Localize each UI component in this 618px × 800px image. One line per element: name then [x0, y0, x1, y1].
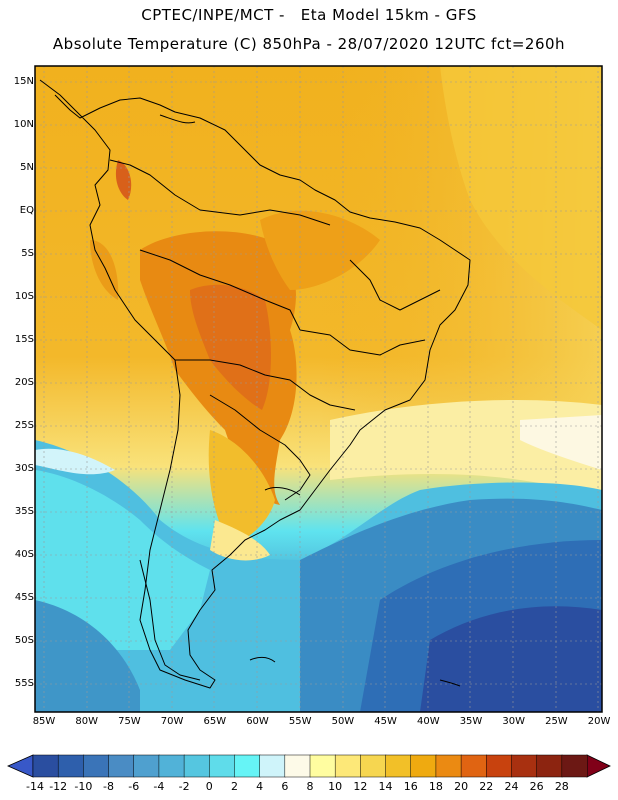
colorbar-label: 14 [378, 780, 393, 793]
lon-label: 55W [288, 716, 312, 727]
lat-label: 10N [13, 119, 34, 130]
colorbar-label: 6 [281, 780, 289, 793]
colorbar-swatch [209, 754, 236, 778]
lon-label: 30W [502, 716, 525, 727]
lon-label: 50W [331, 716, 355, 727]
colorbar-label: 22 [479, 780, 494, 793]
colorbar-swatch [57, 754, 85, 778]
chart-subtitle: Absolute Temperature (C) 850hPa - 28/07/… [52, 35, 566, 53]
lon-label: 35W [459, 716, 483, 727]
lat-label: EQ [19, 205, 34, 216]
colorbar-swatch [183, 754, 211, 778]
lat-label: 35S [14, 506, 34, 517]
colorbar-swatch [133, 754, 160, 778]
colorbar-label: 24 [504, 780, 519, 793]
colorbar-min-arrow [7, 754, 34, 778]
colorbar-label: 12 [353, 780, 368, 793]
coastlines [39, 79, 471, 689]
lon-label: 85W [32, 716, 56, 727]
colorbar-swatch [284, 754, 311, 778]
colorbar-label: -14 [26, 780, 44, 793]
lat-label: 15S [14, 334, 34, 345]
colorbar-swatch [360, 754, 387, 778]
colorbar-label: 8 [306, 780, 314, 793]
colorbar-label: -4 [153, 780, 165, 793]
lon-label: 25W [545, 716, 568, 727]
colorbar-label: 18 [428, 780, 443, 793]
temperature-field [35, 66, 602, 712]
colorbar-label: -6 [128, 780, 140, 793]
colorbar-swatch [511, 754, 538, 778]
colorbar-swatch [486, 754, 513, 778]
lon-label: 20W [587, 716, 611, 727]
colorbar-swatch [435, 754, 462, 778]
colorbar-max-arrow [586, 754, 611, 778]
lon-label: 80W [75, 716, 98, 727]
colorbar-label: 0 [205, 780, 213, 793]
colorbar [7, 754, 611, 778]
colorbar-swatch [536, 754, 563, 778]
colorbar-swatch [83, 754, 110, 778]
colorbar-swatch [334, 754, 362, 778]
colorbar-swatch [158, 754, 185, 778]
colorbar-label: -10 [74, 780, 93, 793]
lat-label: 30S [14, 463, 34, 474]
colorbar-swatch [561, 754, 588, 778]
colorbar-label: -12 [49, 780, 68, 793]
lat-label: 10S [14, 291, 34, 302]
lat-label: 25S [14, 420, 34, 431]
colorbar-label: -2 [178, 780, 190, 793]
lat-label: 40S [14, 549, 34, 560]
colorbar-swatch [234, 754, 261, 778]
colorbar-swatch [385, 754, 412, 778]
colorbar-label: 28 [554, 780, 569, 793]
colorbar-label: 10 [328, 780, 343, 793]
lat-label: 50S [14, 635, 34, 646]
lat-label: 55S [14, 678, 34, 689]
colorbar-label: 4 [256, 780, 264, 793]
lat-label: 5N [20, 162, 34, 173]
colorbar-swatch [460, 754, 488, 778]
colorbar-swatch [108, 754, 135, 778]
colorbar-swatch [410, 754, 437, 778]
lat-label: 20S [14, 377, 34, 388]
lon-label: 75W [118, 716, 141, 727]
chart-title: CPTEC/INPE/MCT - Eta Model 15km - GFS [141, 6, 477, 24]
lon-label: 65W [203, 716, 227, 727]
colorbar-label: 20 [454, 780, 469, 793]
colorbar-label: 16 [403, 780, 418, 793]
map-frame [34, 65, 603, 713]
lon-label: 40W [416, 716, 440, 727]
colorbar-swatch [259, 754, 286, 778]
lon-label: 70W [160, 716, 184, 727]
lat-label: 5S [21, 248, 34, 259]
colorbar-label: 2 [230, 780, 238, 793]
colorbar-swatch [309, 754, 336, 778]
colorbar-label: 26 [529, 780, 544, 793]
lat-label: 15N [13, 76, 34, 87]
lon-label: 45W [374, 716, 397, 727]
colorbar-swatch [32, 754, 59, 778]
lat-label: 45S [14, 592, 34, 603]
lon-label: 60W [246, 716, 269, 727]
colorbar-label: -8 [103, 780, 115, 793]
